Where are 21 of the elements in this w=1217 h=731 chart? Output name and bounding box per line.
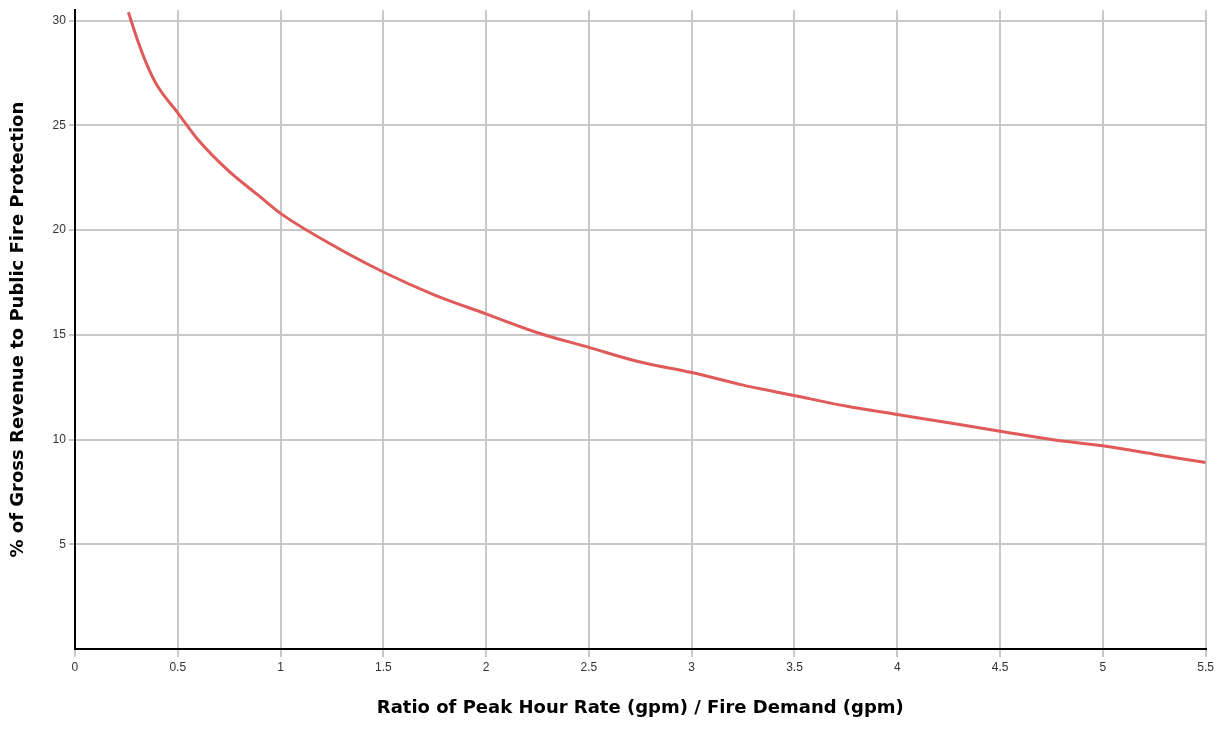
x-tick-label: 4.5	[991, 659, 1009, 674]
x-tick-label: 3.5	[786, 659, 804, 674]
x-tick-label: 2	[482, 659, 490, 674]
x-tick-label: 2.5	[580, 659, 598, 674]
x-tick-label: 0.5	[169, 659, 187, 674]
x-tick-label: 1.5	[374, 659, 392, 674]
x-tick-label: 5	[1099, 659, 1107, 674]
x-tick-label: 4	[893, 659, 901, 674]
y-tick-label: 15	[52, 327, 67, 342]
x-tick-label: 0	[71, 659, 79, 674]
y-tick-label: 30	[52, 12, 67, 27]
y-tick-label: 10	[52, 431, 67, 446]
line-series	[126, 10, 1206, 465]
x-tick-label: 3	[688, 659, 696, 674]
x-tick-label: 5.5	[1197, 659, 1215, 674]
y-axis-title: % of Gross Revenue to Public Fire Protection	[6, 101, 28, 558]
x-axis-title: Ratio of Peak Hour Rate (gpm) / Fire Demand (gpm)	[376, 695, 904, 717]
y-tick-label: 20	[52, 222, 67, 237]
x-tick-label: 1	[277, 659, 285, 674]
y-tick-label: 5	[59, 536, 67, 551]
y-tick-label: 25	[52, 117, 67, 132]
